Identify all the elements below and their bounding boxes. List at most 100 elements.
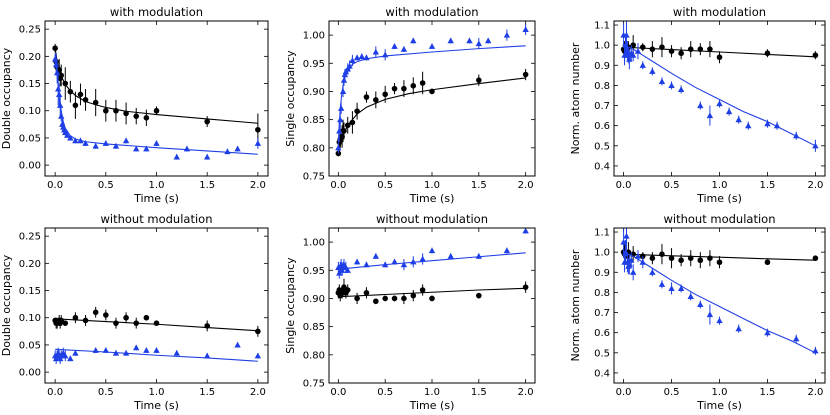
data-point <box>254 352 262 359</box>
y-tick-label: 0.10 <box>19 313 41 324</box>
data-point <box>623 232 630 239</box>
data-point <box>428 247 436 254</box>
data-point <box>77 91 84 98</box>
y-tick-label: 0.7 <box>594 101 610 112</box>
panel-title: with modulation <box>385 5 478 19</box>
data-point <box>234 341 241 348</box>
data-point <box>254 140 262 146</box>
panel-title: with modulation <box>110 5 203 19</box>
series-black <box>335 68 529 157</box>
data-point <box>363 261 370 268</box>
x-tick-label: 1.0 <box>424 180 440 191</box>
y-tick-label: 0.00 <box>19 368 41 379</box>
data-point <box>51 55 59 62</box>
x-tick-label: 1.0 <box>424 387 440 398</box>
y-tick-label: 1.1 <box>594 228 610 239</box>
data-point <box>363 54 370 61</box>
data-point <box>649 255 656 261</box>
y-tick-label: 0.15 <box>19 79 41 90</box>
data-point <box>72 314 79 321</box>
y-tick-label: 1.0 <box>594 41 610 52</box>
data-point <box>475 252 483 259</box>
data-point <box>133 320 140 326</box>
data-point <box>400 45 408 52</box>
data-point <box>812 347 819 354</box>
data-point <box>812 142 819 149</box>
data-point <box>401 295 407 302</box>
data-point <box>373 298 379 305</box>
x-tick-label: 0.5 <box>377 387 393 398</box>
series-black <box>335 278 529 305</box>
data-point <box>58 72 65 79</box>
data-point <box>639 259 646 265</box>
chart-panel-3: with modulation 0.0 0.5 1.0 1.5 2.0 0.4 0.5 0.6 0… <box>569 5 826 205</box>
chart-panel-2: with modulation 0.0 0.5 1.0 1.5 2.0 0.75 0.80 0.… <box>284 5 536 205</box>
y-tick-label: 0.4 <box>594 161 610 172</box>
data-point <box>391 43 398 49</box>
panel-title: without modulation <box>664 212 776 226</box>
y-tick-label: 0.6 <box>594 121 610 132</box>
x-axis-label: Time (s) <box>696 399 742 412</box>
data-point <box>173 349 180 356</box>
data-point <box>668 255 675 261</box>
data-point <box>707 255 713 261</box>
x-tick-label: 2.0 <box>250 387 266 398</box>
data-point <box>382 295 388 302</box>
data-point <box>401 85 407 92</box>
plot-frame <box>44 227 269 384</box>
series-black <box>620 242 819 269</box>
x-tick-label: 1.0 <box>149 180 165 191</box>
data-point <box>649 68 656 74</box>
y-tick-label: 0.9 <box>594 61 610 72</box>
data-point <box>391 295 398 302</box>
data-point <box>122 137 130 144</box>
data-point <box>419 287 426 293</box>
series-blue <box>335 228 529 279</box>
data-point <box>716 259 723 266</box>
data-point <box>102 347 110 353</box>
data-point <box>373 97 379 103</box>
data-point <box>341 128 347 134</box>
y-tick-label: 0.05 <box>19 133 41 144</box>
data-point <box>687 293 694 300</box>
data-point <box>697 46 704 52</box>
chart-panel-5: without modulation 0.0 0.5 1.0 1.5 2.0 0.75 0.8… <box>284 212 536 412</box>
y-tick-label: 0.05 <box>19 340 41 351</box>
x-axis-label: Time (s) <box>409 192 455 205</box>
series-black <box>620 35 819 64</box>
panel-title: without modulation <box>376 212 488 226</box>
data-point <box>153 320 160 326</box>
data-point <box>112 142 120 149</box>
x-tick-label: 1.5 <box>199 387 215 398</box>
data-point <box>133 344 140 351</box>
data-point <box>410 37 417 44</box>
panel-title: with modulation <box>673 5 766 19</box>
x-tick-label: 1.5 <box>760 180 776 191</box>
plot-area <box>620 228 819 355</box>
fit-line <box>338 287 526 298</box>
data-point <box>203 153 211 160</box>
plot-area <box>51 306 262 364</box>
x-tick-label: 1.5 <box>199 180 215 191</box>
data-point <box>716 100 723 107</box>
x-tick-label: 1.5 <box>760 387 776 398</box>
data-point <box>812 52 819 59</box>
data-point <box>381 51 389 58</box>
y-tick-label: 0.10 <box>19 106 41 117</box>
data-point <box>92 347 99 353</box>
data-point <box>113 107 119 114</box>
data-point <box>336 127 343 134</box>
data-point <box>153 107 160 114</box>
data-point <box>735 116 742 123</box>
data-point <box>522 71 529 78</box>
data-point <box>745 122 752 129</box>
data-point <box>67 88 74 95</box>
data-point <box>143 145 150 152</box>
data-point <box>629 52 637 58</box>
data-point <box>58 317 65 324</box>
data-point <box>391 85 398 92</box>
data-point <box>102 140 110 146</box>
series-blue <box>335 23 529 154</box>
data-point <box>716 317 723 324</box>
data-point <box>92 99 99 106</box>
